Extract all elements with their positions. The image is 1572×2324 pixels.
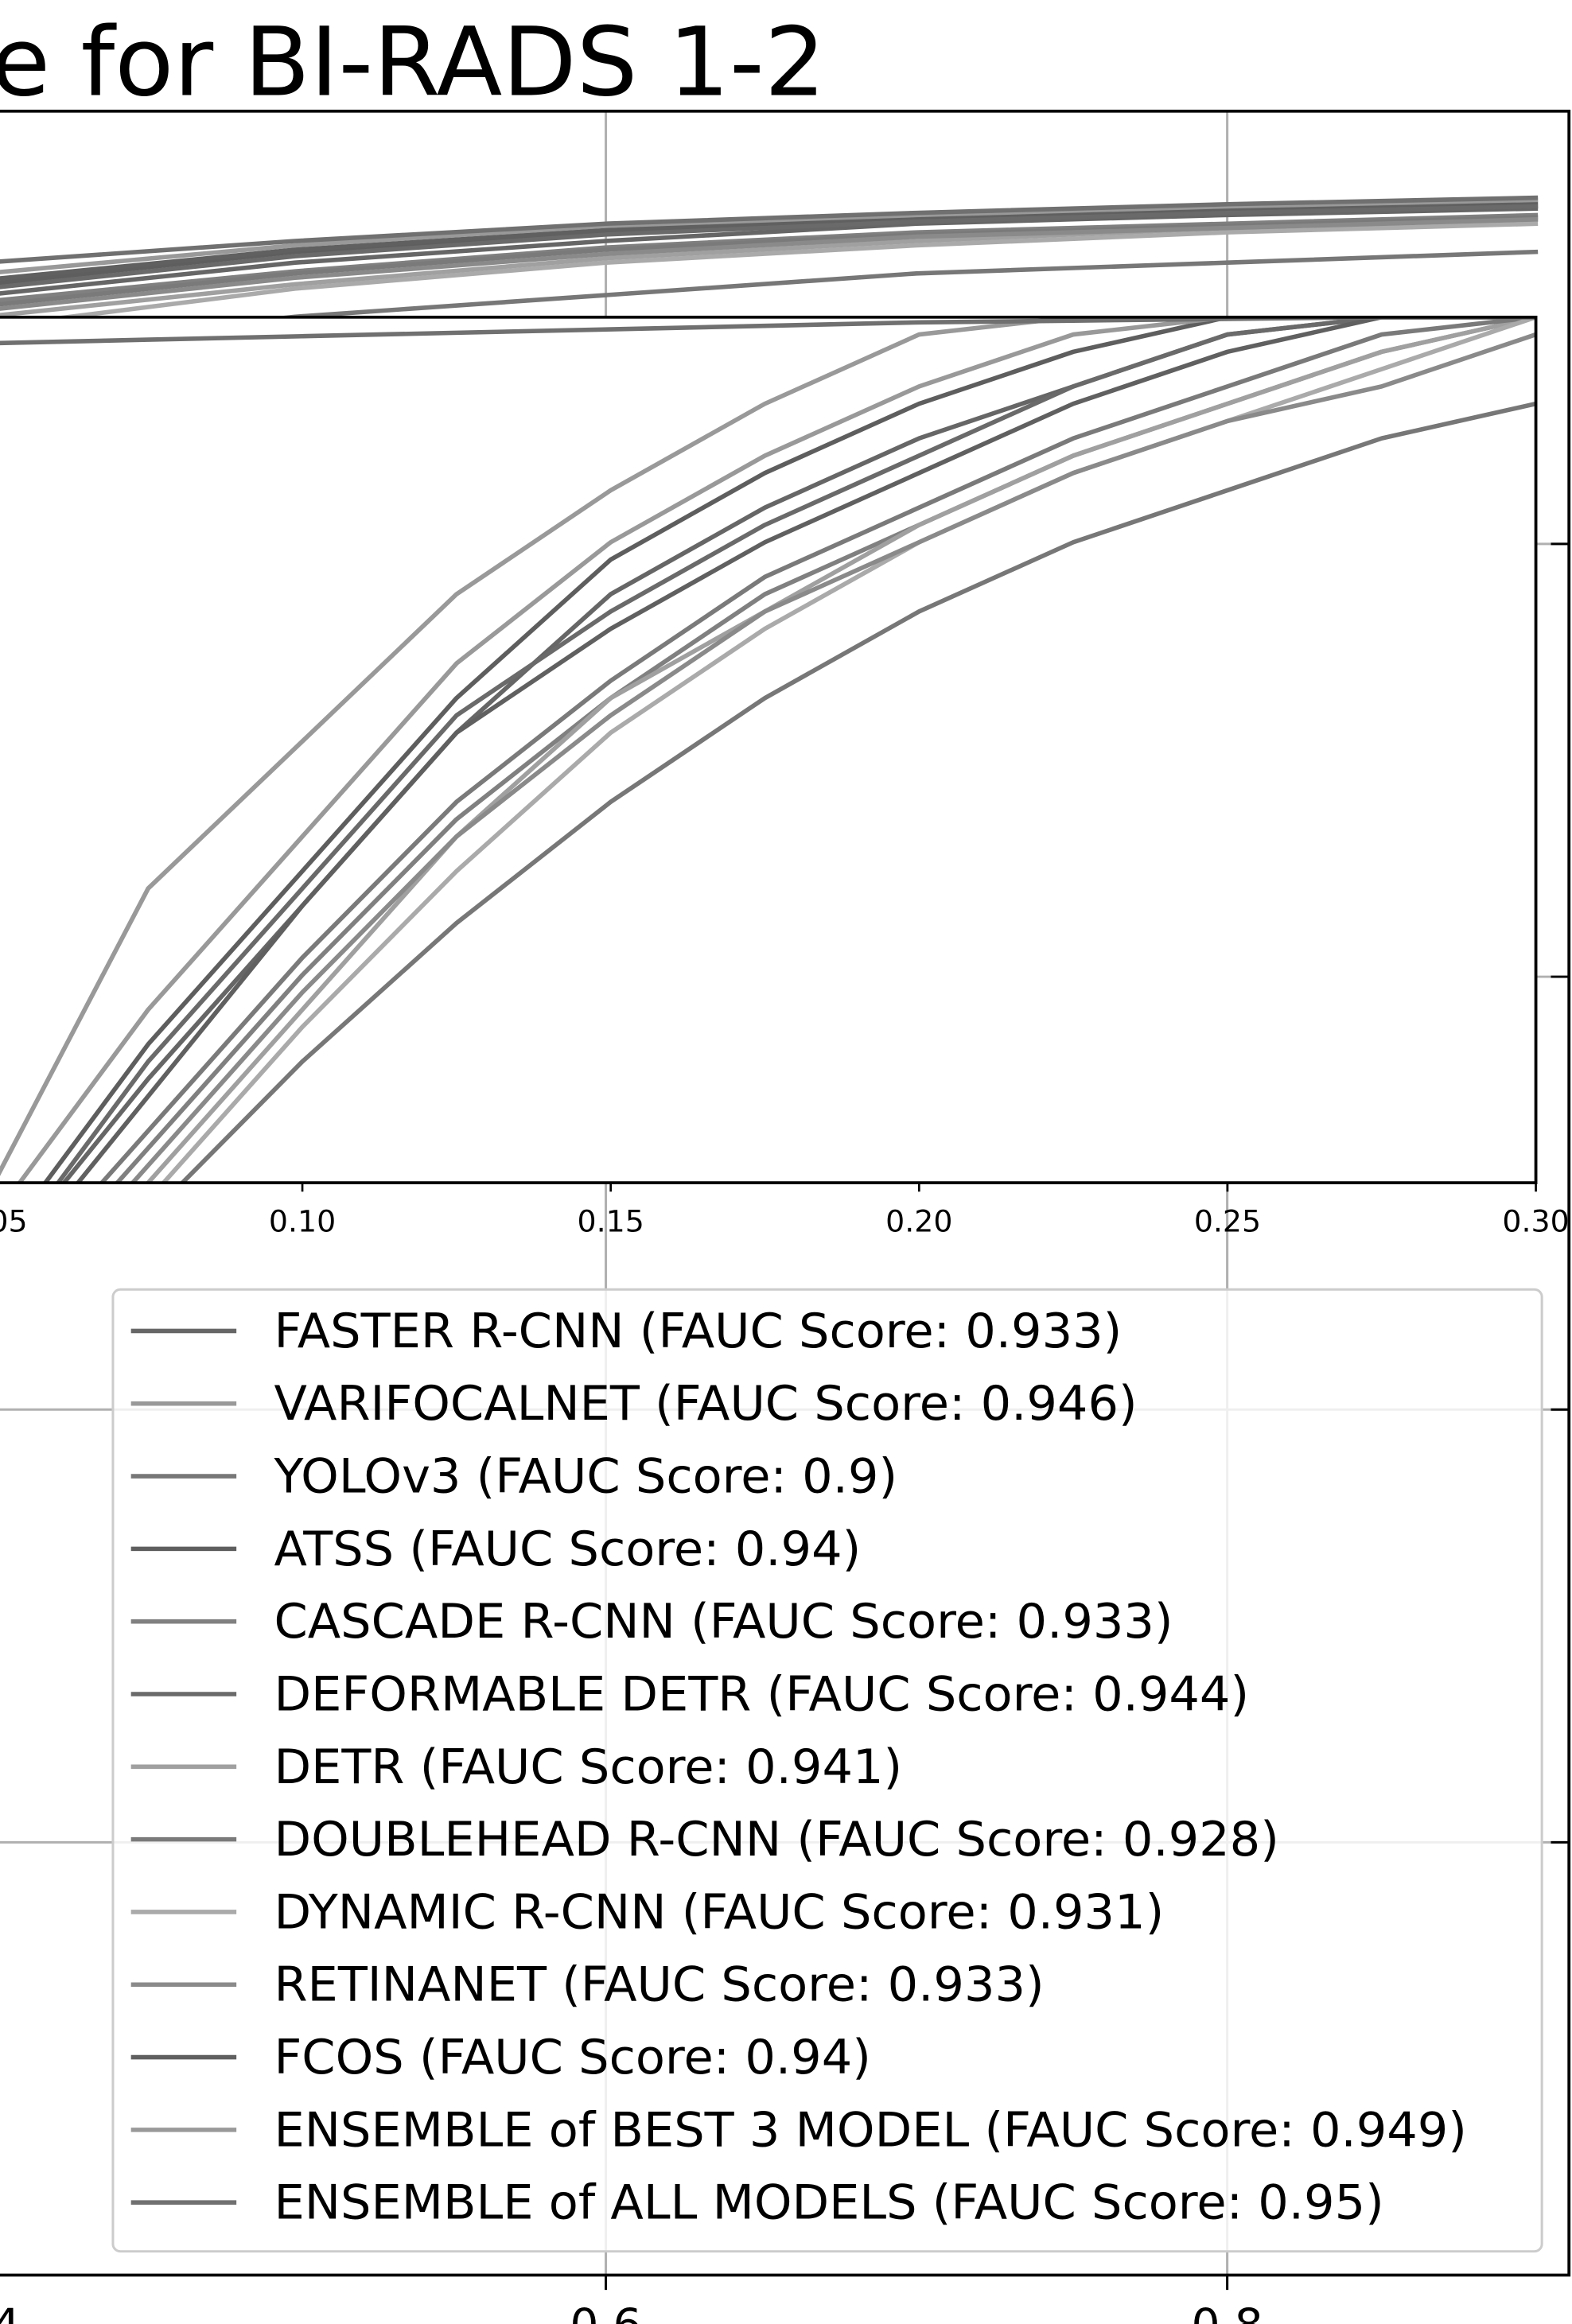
series-line xyxy=(17,317,1536,1183)
inset-frame xyxy=(0,315,1538,1184)
x-tick-label: 0.6 xyxy=(570,2300,641,2324)
x-tick-label: 0.4 xyxy=(0,2300,21,2324)
series-line xyxy=(0,221,1539,328)
inset-x-tick-label: 0.10 xyxy=(269,1204,336,1239)
series-line xyxy=(179,401,1536,1183)
legend-label: FASTER R-CNN (FAUC Score: 0.933) xyxy=(274,1304,1122,1358)
series-line xyxy=(55,317,1536,1183)
inset-background xyxy=(0,317,1536,1183)
legend-label: DYNAMIC R-CNN (FAUC Score: 0.931) xyxy=(274,1885,1164,1940)
legend-label: YOLOv3 (FAUC Score: 0.9) xyxy=(273,1449,897,1504)
inset-x-tick-label: 0.20 xyxy=(885,1204,952,1239)
legend-label: RETINANET (FAUC Score: 0.933) xyxy=(274,1957,1044,2012)
series-line xyxy=(42,317,1536,1183)
legend-label: DOUBLEHEAD R-CNN (FAUC Score: 0.928) xyxy=(274,1813,1278,1867)
inset-x-tick-label: 0.30 xyxy=(1502,1204,1569,1239)
inset-x-tick-label: 0.15 xyxy=(578,1204,644,1239)
legend-label: VARIFOCALNET (FAUC Score: 0.946) xyxy=(274,1377,1137,1432)
series-line xyxy=(0,317,1536,1176)
legend-label: FCOS (FAUC Score: 0.94) xyxy=(274,2030,870,2085)
inset-x-tick-label: 0.25 xyxy=(1194,1204,1261,1239)
chart-title: e for BI-RADS 1-2 xyxy=(0,7,826,118)
series-line xyxy=(0,195,1539,264)
legend-label: ATSS (FAUC Score: 0.94) xyxy=(274,1521,861,1576)
legend-label: DEFORMABLE DETR (FAUC Score: 0.944) xyxy=(274,1667,1249,1722)
series-line xyxy=(160,317,1536,1183)
legend-label: DETR (FAUC Score: 0.941) xyxy=(274,1739,902,1794)
legend-label: ENSEMBLE of BEST 3 MODEL (FAUC Score: 0.… xyxy=(274,2103,1466,2158)
legend-label: ENSEMBLE of ALL MODELS (FAUC Score: 0.95… xyxy=(274,2175,1383,2230)
series-line xyxy=(0,204,1539,290)
series-line xyxy=(75,317,1536,1183)
x-tick-label: 0.8 xyxy=(1191,2300,1263,2324)
plot-area xyxy=(0,195,1539,350)
legend-label: CASCADE R-CNN (FAUC Score: 0.933) xyxy=(274,1595,1173,1650)
series-line xyxy=(130,332,1536,1183)
frame xyxy=(0,109,1571,2277)
inset-x-tick-label: 0.05 xyxy=(0,1204,28,1239)
series-line xyxy=(0,217,1539,311)
series-line xyxy=(99,317,1536,1183)
legend-box xyxy=(111,1288,1543,2253)
